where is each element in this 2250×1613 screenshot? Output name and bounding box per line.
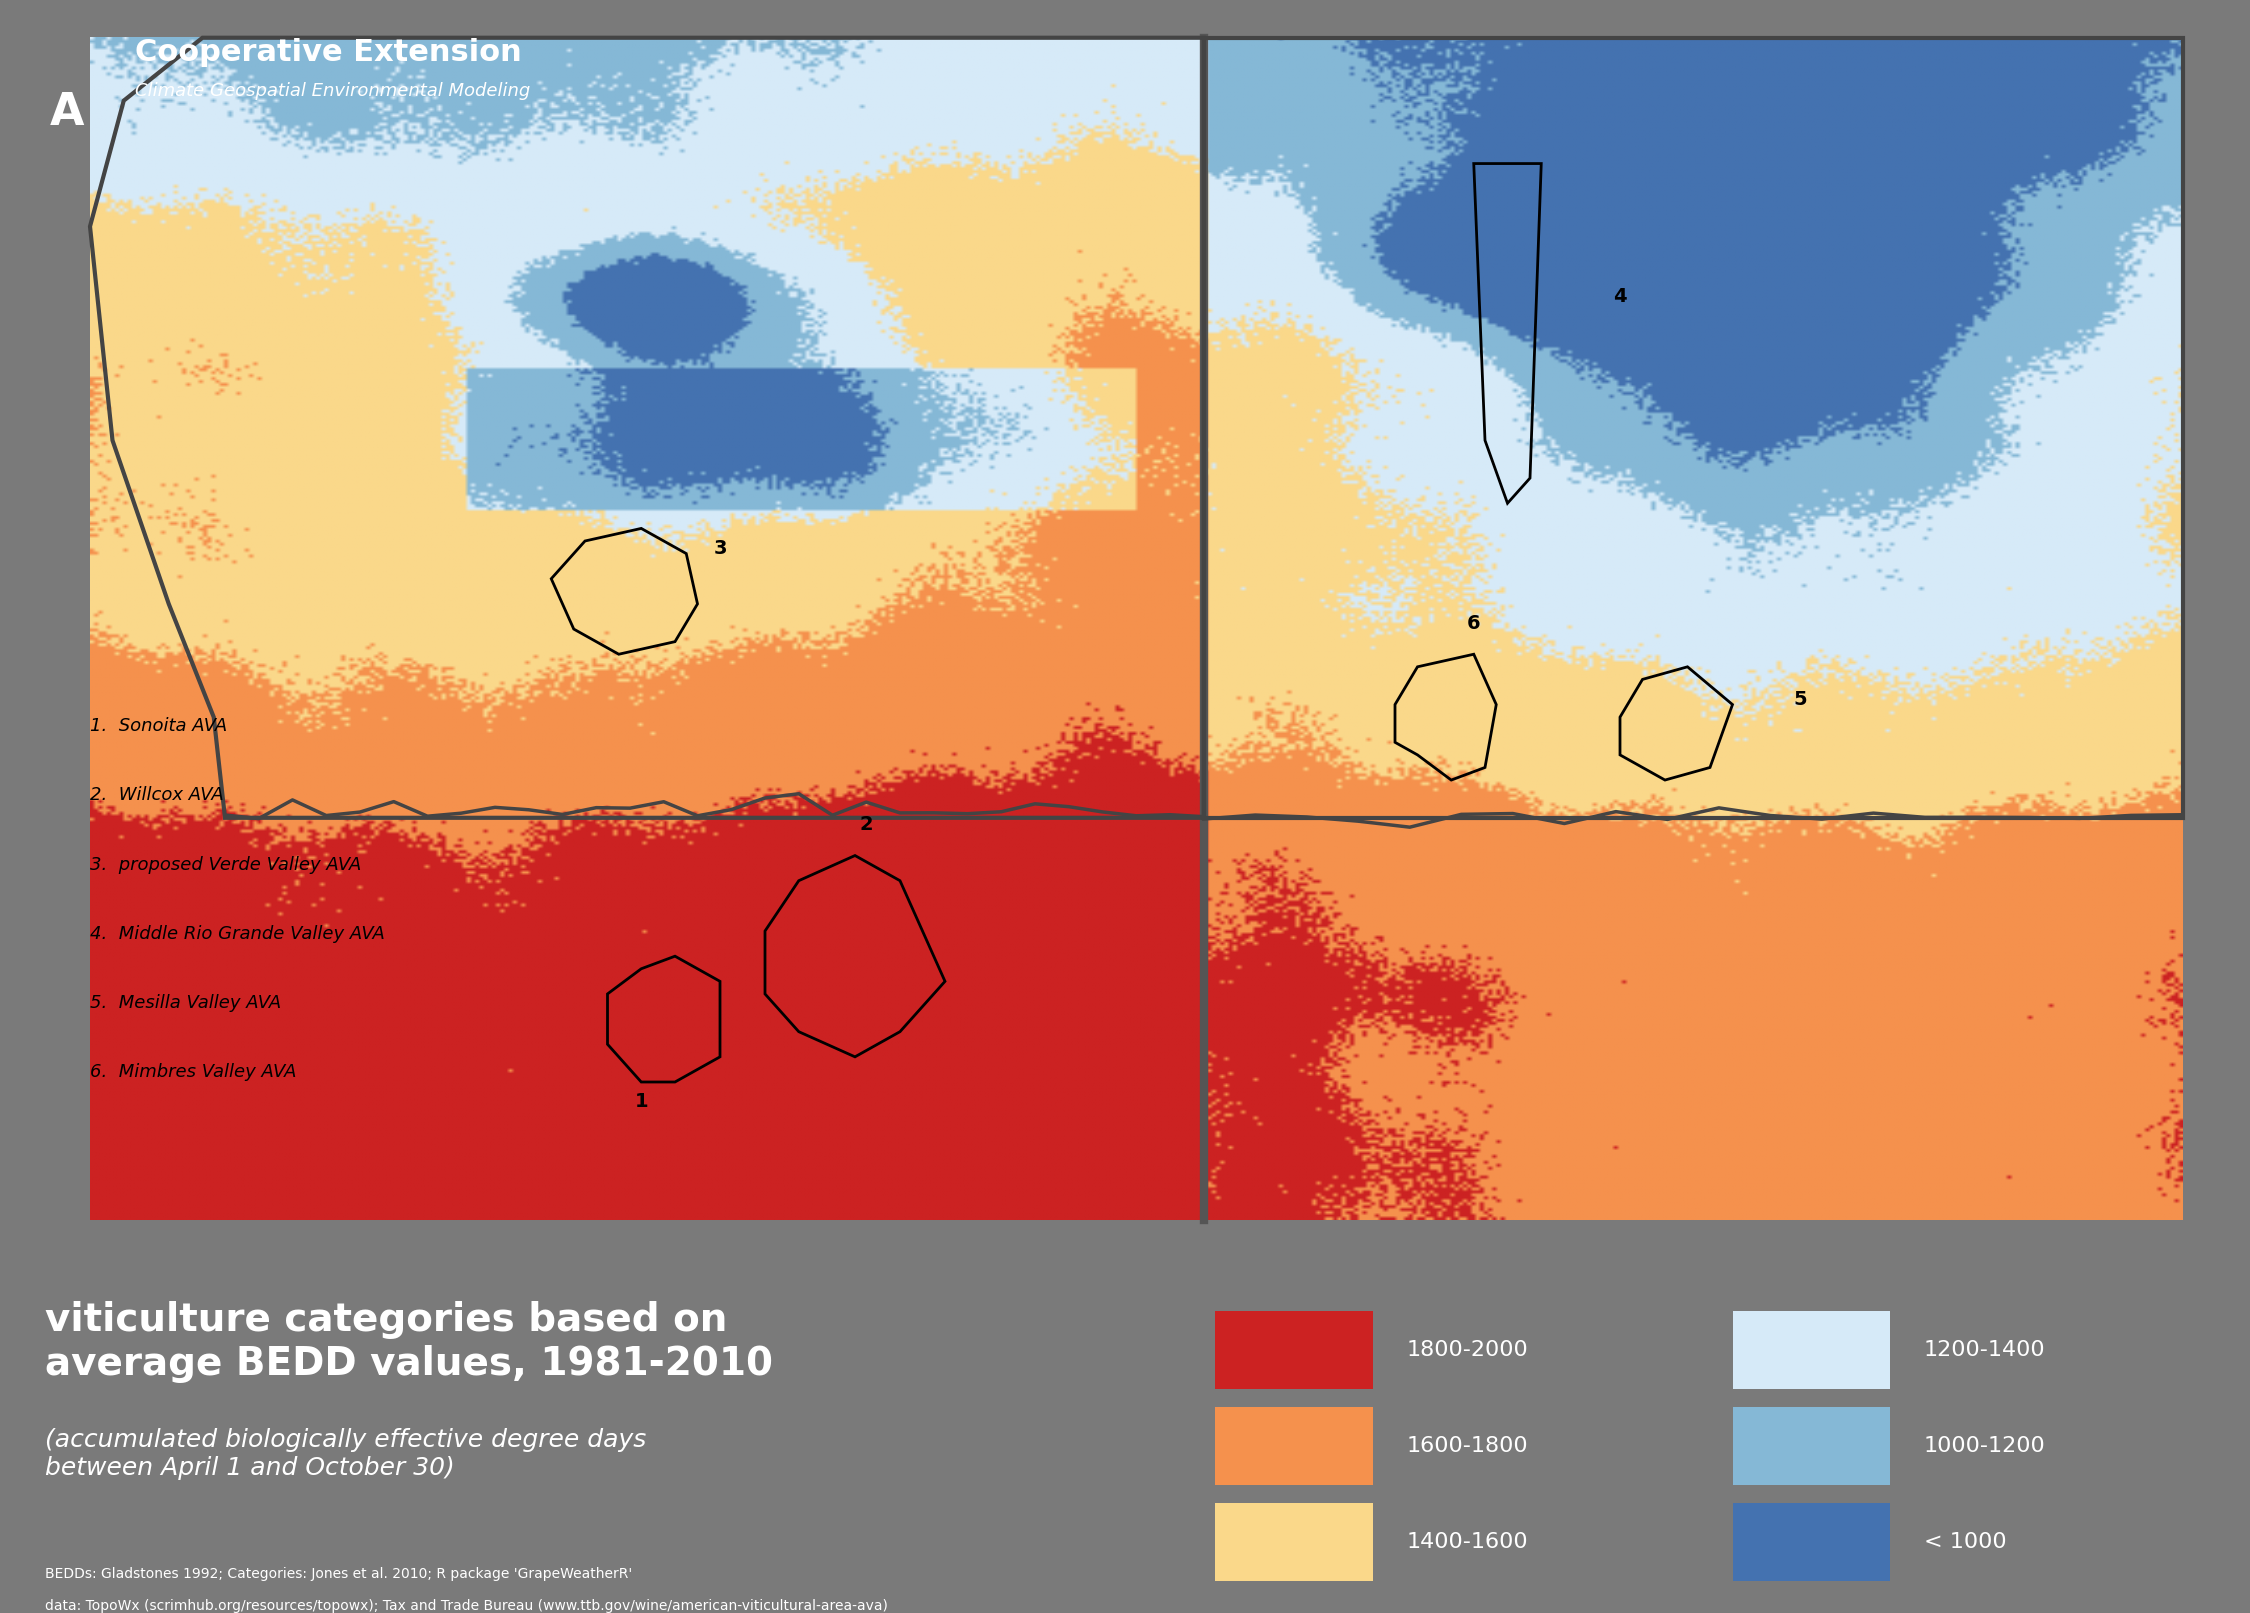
Text: 3: 3 <box>713 539 727 558</box>
FancyBboxPatch shape <box>1215 1407 1372 1486</box>
Text: 1800-2000: 1800-2000 <box>1406 1340 1528 1360</box>
Text: 1000-1200: 1000-1200 <box>1924 1436 2045 1457</box>
Text: data: TopoWx (scrimhub.org/resources/topowx); Tax and Trade Bureau (www.ttb.gov/: data: TopoWx (scrimhub.org/resources/top… <box>45 1598 889 1613</box>
Text: 1200-1400: 1200-1400 <box>1924 1340 2045 1360</box>
Text: 1: 1 <box>634 1092 648 1111</box>
Text: 6: 6 <box>1467 615 1480 632</box>
Text: 6.  Mimbres Valley AVA: 6. Mimbres Valley AVA <box>90 1063 297 1081</box>
FancyBboxPatch shape <box>1732 1311 1890 1389</box>
Text: 4: 4 <box>1613 287 1627 306</box>
Text: 5.  Mesilla Valley AVA: 5. Mesilla Valley AVA <box>90 994 281 1011</box>
Text: viticulture categories based on
average BEDD values, 1981-2010: viticulture categories based on average … <box>45 1300 774 1382</box>
Text: BEDDs: Gladstones 1992; Categories: Jones et al. 2010; R package 'GrapeWeatherR': BEDDs: Gladstones 1992; Categories: Jone… <box>45 1566 632 1581</box>
FancyBboxPatch shape <box>1732 1503 1890 1581</box>
Text: 3.  proposed Verde Valley AVA: 3. proposed Verde Valley AVA <box>90 855 362 874</box>
Text: Climate Geospatial Environmental Modeling: Climate Geospatial Environmental Modelin… <box>135 82 531 100</box>
Text: 4.  Middle Rio Grande Valley AVA: 4. Middle Rio Grande Valley AVA <box>90 924 385 942</box>
Text: (accumulated biologically effective degree days
between April 1 and October 30): (accumulated biologically effective degr… <box>45 1429 646 1481</box>
Text: Cooperative Extension: Cooperative Extension <box>135 37 522 66</box>
Text: 2: 2 <box>860 816 873 834</box>
Text: 5: 5 <box>1793 690 1807 708</box>
Text: A: A <box>50 92 86 134</box>
FancyBboxPatch shape <box>1215 1311 1372 1389</box>
Text: < 1000: < 1000 <box>1924 1532 2007 1552</box>
Text: 2.  Willcox AVA: 2. Willcox AVA <box>90 787 223 805</box>
Text: 1400-1600: 1400-1600 <box>1406 1532 1528 1552</box>
Text: 1.  Sonoita AVA: 1. Sonoita AVA <box>90 718 227 736</box>
Text: 1600-1800: 1600-1800 <box>1406 1436 1528 1457</box>
FancyBboxPatch shape <box>1215 1503 1372 1581</box>
FancyBboxPatch shape <box>1732 1407 1890 1486</box>
